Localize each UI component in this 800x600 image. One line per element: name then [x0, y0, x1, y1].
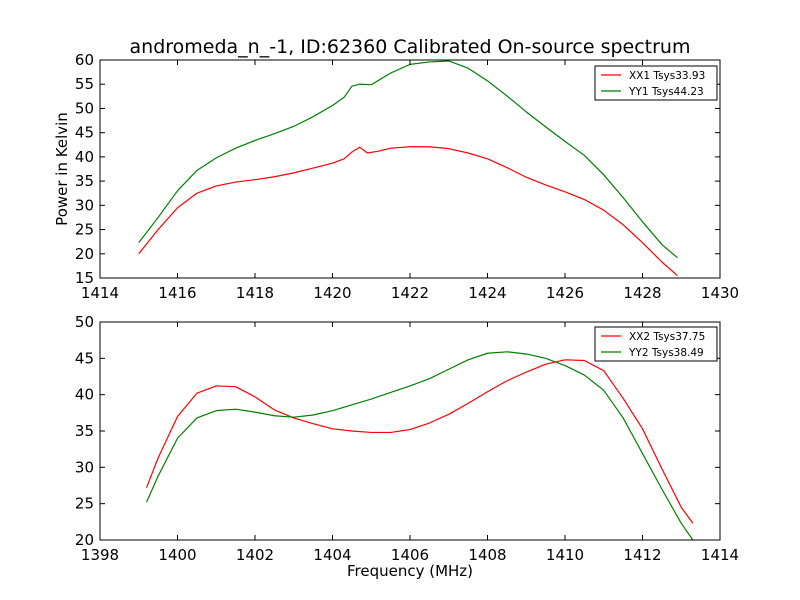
x-tick-label: 1408	[468, 546, 506, 564]
x-tick-label: 1414	[81, 284, 119, 302]
y-tick-label: 35	[75, 172, 94, 190]
legend-box	[594, 326, 718, 362]
y-tick-label: 50	[75, 99, 94, 117]
x-tick-label: 1428	[623, 284, 661, 302]
x-tick-label: 1418	[236, 284, 274, 302]
y-tick-label: 40	[75, 386, 94, 404]
bottom-panel: 1398 1400 1402 1404 1406 1408 1410 1412 1414 20 25…	[75, 313, 739, 580]
x-tick-label: 1424	[468, 284, 506, 302]
x-tick-label: 1420	[313, 284, 351, 302]
series-line-1-1	[138, 146, 678, 277]
x-tick-label: 1412	[623, 546, 661, 564]
series-line-2-1	[145, 359, 694, 524]
x-tick-label: 1422	[391, 284, 429, 302]
legend-label: YY1 Tsys44.23	[628, 86, 704, 98]
x-tick-label: 1410	[546, 546, 584, 564]
y-tick-label: 35	[75, 422, 94, 440]
legend-label: YY2 Tsys38.49	[628, 347, 704, 359]
x-tick-label: 1416	[158, 284, 196, 302]
y-tick-label: 50	[75, 313, 94, 331]
y-tick-label: 30	[75, 196, 94, 214]
y-tick-label: 20	[75, 531, 94, 549]
y-tick-label: 25	[75, 221, 94, 239]
x-tick-label: 1426	[546, 284, 584, 302]
y-axis-label: Power in Kelvin	[53, 112, 71, 226]
x-tick-label: 1398	[81, 546, 119, 564]
legend-label: XX2 Tsys37.75	[629, 331, 705, 343]
y-tick-label: 55	[75, 75, 94, 93]
y-tick-label: 40	[75, 148, 94, 166]
x-axis-label: Frequency (MHz)	[347, 562, 473, 580]
x-tick-label: 1406	[391, 546, 429, 564]
x-tick-label: 1402	[236, 546, 274, 564]
y-tick-label: 20	[75, 245, 94, 263]
y-tick-label: 25	[75, 495, 94, 513]
x-tick-label: 1400	[158, 546, 196, 564]
top-panel: 1414 1416 1418 1420 1422 1424 1426 1428 1430 15 20…	[53, 51, 739, 302]
y-tick-label: 60	[75, 51, 94, 69]
y-tick-label: 30	[75, 458, 94, 476]
x-tick-label: 1414	[701, 546, 739, 564]
x-tick-label: 1404	[313, 546, 351, 564]
legend-label: XX1 Tsys33.93	[629, 70, 705, 82]
figure-title: andromeda_n_-1, ID:62360 Calibrated On-s…	[130, 36, 691, 58]
series-line-2-2	[145, 351, 694, 541]
y-tick-label: 45	[75, 349, 94, 367]
y-tick-label: 45	[75, 124, 94, 142]
series-line-1-2	[138, 60, 678, 259]
x-tick-label: 1430	[701, 284, 739, 302]
legend-box	[594, 65, 718, 101]
y-tick-label: 15	[75, 269, 94, 287]
